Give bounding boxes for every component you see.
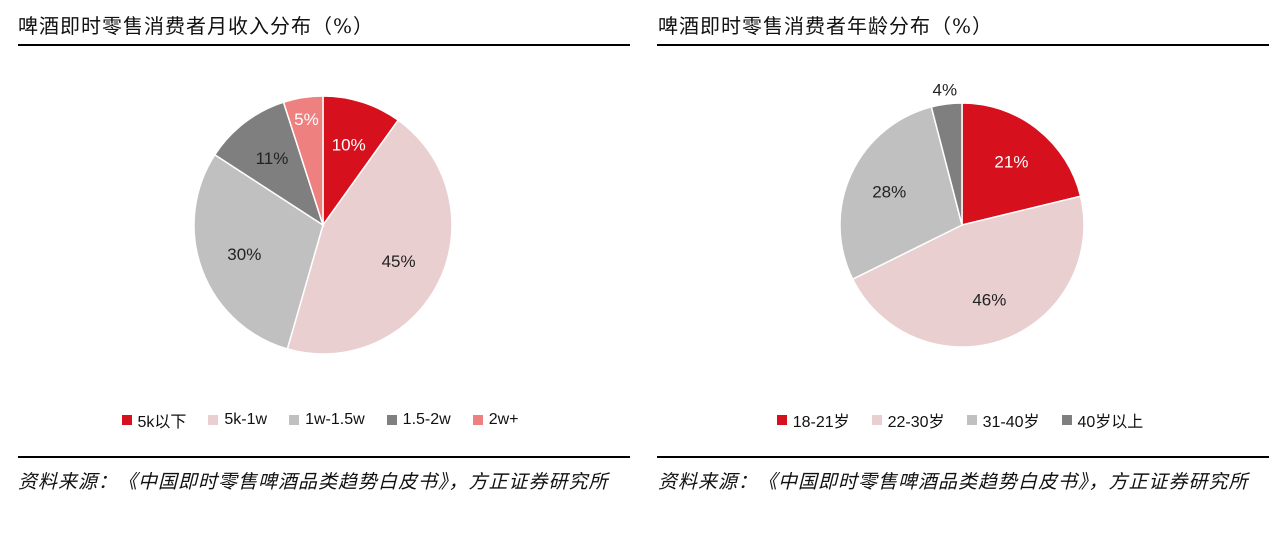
legend-item: 5k-1w: [208, 411, 267, 429]
legend-item: 31-40岁: [966, 408, 1040, 432]
legend-label: 5k-1w: [224, 411, 268, 428]
data-label-40岁以上: 4%: [932, 81, 957, 100]
age-legend: 18-21岁 22-30岁 31-40岁 40岁以上: [640, 408, 1280, 432]
legend-label: 5k以下: [137, 414, 187, 431]
income-chart-title: 啤酒即时零售消费者月收入分布（%）: [18, 14, 375, 38]
legend-label: 1w-1.5w: [305, 411, 365, 428]
legend-swatch: [386, 415, 397, 425]
legend-item: 5k以下: [121, 408, 187, 432]
legend-swatch: [776, 415, 787, 425]
income-pie-chart: 10% 45% 30% 11% 5%: [193, 95, 453, 355]
pie-slice-22-30岁: [851, 195, 1085, 348]
age-pie-chart: 21% 46% 28% 4%: [839, 81, 1085, 348]
age-source-note: 资料来源：《中国即时零售啤酒品类趋势白皮书》，方正证券研究所: [658, 471, 1249, 493]
legend-swatch: [121, 415, 132, 425]
data-label-1w-1.5w: 30%: [227, 245, 261, 264]
age-chart-title: 啤酒即时零售消费者年龄分布（%）: [658, 14, 994, 38]
legend-swatch: [472, 415, 483, 425]
pie-slice-1.5-2w: [213, 101, 325, 227]
data-label-5k以下: 10%: [332, 136, 366, 155]
age-chart-panel: 啤酒即时零售消费者年龄分布（%） 21% 46% 28% 4% 18-21岁 22-30…: [640, 0, 1280, 537]
title-rule: [657, 44, 1269, 46]
data-label-5k-1w: 45%: [382, 252, 416, 271]
legend-label: 1.5-2w: [402, 411, 451, 428]
legend-label: 2w+: [488, 411, 519, 428]
legend-swatch: [208, 415, 219, 425]
pie-slice-5k以下: [322, 95, 400, 228]
legend-item: 2w+: [472, 411, 519, 429]
data-label-22-30岁: 46%: [972, 291, 1006, 310]
data-label-2w+: 5%: [294, 110, 319, 129]
legend-swatch: [1061, 415, 1072, 425]
pie-slice-40岁以上: [930, 102, 963, 226]
legend-swatch: [966, 415, 977, 425]
legend-label: 40岁以上: [1077, 414, 1144, 431]
legend-swatch: [289, 415, 300, 425]
legend-item: 40岁以上: [1061, 408, 1144, 432]
pie-slice-31-40岁: [839, 105, 963, 281]
income-source-note: 资料来源：《中国即时零售啤酒品类趋势白皮书》，方正证券研究所: [18, 471, 609, 493]
legend-item: 1.5-2w: [386, 411, 451, 429]
pie-slice-5k-1w: [286, 119, 453, 355]
legend-label: 18-21岁: [792, 414, 850, 431]
title-rule: [18, 44, 630, 46]
source-rule: [657, 456, 1269, 458]
data-label-18-21岁: 21%: [994, 153, 1028, 172]
pie-slice-2w+: [282, 95, 324, 226]
source-rule: [18, 456, 630, 458]
legend-label: 22-30岁: [887, 414, 945, 431]
legend-item: 22-30岁: [871, 408, 945, 432]
pie-slice-1w-1.5w: [193, 153, 324, 350]
legend-item: 1w-1.5w: [289, 411, 365, 429]
legend-label: 31-40岁: [982, 414, 1040, 431]
data-label-1.5-2w: 11%: [256, 149, 289, 168]
income-chart-panel: 啤酒即时零售消费者月收入分布（%） 10% 45% 30% 11% 5% 5k以下 5k-…: [0, 14, 640, 493]
data-label-31-40岁: 28%: [872, 182, 906, 201]
legend-item: 18-21岁: [776, 408, 850, 432]
income-legend: 5k以下 5k-1w 1w-1.5w 1.5-2w 2w+: [0, 408, 640, 432]
legend-swatch: [871, 415, 882, 425]
pie-slice-18-21岁: [961, 102, 1082, 226]
